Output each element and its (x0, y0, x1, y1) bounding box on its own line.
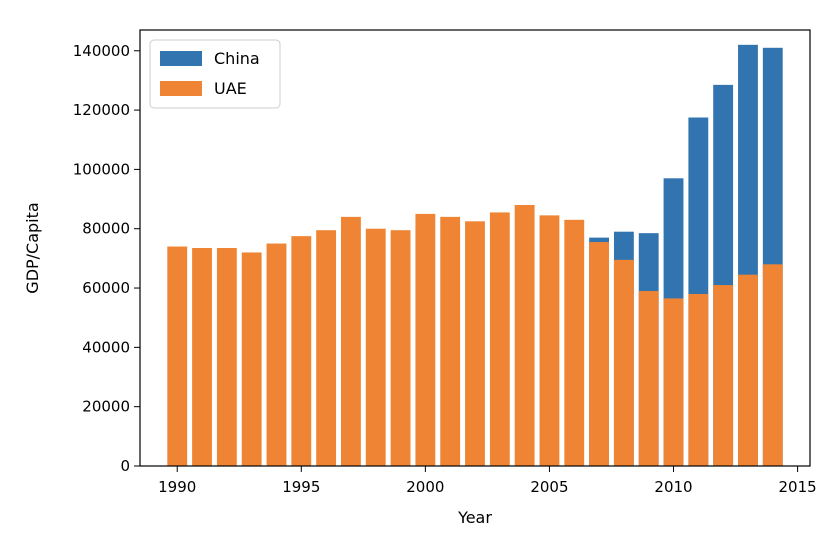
y-tick-label-40000: 40000 (82, 338, 130, 356)
bar-uae-2006 (564, 219, 585, 466)
plot-frame (139, 29, 811, 467)
legend-label-china: China (214, 49, 260, 68)
x-axis: 1990 1995 2000 2005 2010 2015 (158, 466, 817, 496)
bar-uae-1994 (266, 243, 287, 466)
bar-uae-2010 (663, 298, 684, 466)
bar-uae-1996 (316, 230, 337, 466)
y-axis: 0 20000 40000 60000 80000 100000 120000 140000 (73, 42, 140, 475)
legend: China UAE (149, 39, 281, 109)
y-tick-label-140000: 140000 (73, 42, 130, 60)
bar-uae-1997 (341, 216, 361, 466)
bar-uae-2001 (440, 216, 461, 466)
x-tick-label-2000: 2000 (406, 478, 444, 496)
bars-layer (167, 44, 783, 467)
y-axis-label: GDP/Capita (23, 202, 42, 293)
legend-swatch-uae (160, 81, 202, 96)
bar-uae-2004 (514, 204, 535, 467)
bar-uae-2009 (638, 291, 659, 466)
y-tick-label-20000: 20000 (82, 398, 130, 416)
x-tick-label-2010: 2010 (654, 478, 692, 496)
bar-uae-1992 (216, 248, 237, 466)
y-tick-label-120000: 120000 (73, 101, 130, 119)
x-tick-label-1990: 1990 (158, 478, 196, 496)
bar-uae-2014 (762, 264, 783, 466)
x-tick-label-1995: 1995 (282, 478, 320, 496)
y-tick-label-100000: 100000 (73, 160, 130, 178)
bar-uae-1991 (192, 248, 212, 466)
x-axis-label: Year (457, 508, 492, 527)
bar-uae-2002 (465, 221, 485, 466)
bar-uae-2013 (738, 274, 758, 466)
bar-uae-1999 (390, 230, 411, 466)
y-tick-label-80000: 80000 (82, 220, 130, 238)
bar-uae-1990 (167, 246, 188, 466)
x-tick-label-2015: 2015 (778, 478, 816, 496)
bar-uae-1998 (365, 228, 386, 466)
bar-uae-2000 (415, 213, 436, 466)
y-tick-label-60000: 60000 (82, 279, 130, 297)
bar-uae-2011 (688, 293, 709, 466)
bar-uae-2003 (489, 212, 510, 466)
bar-uae-1995 (291, 236, 312, 466)
legend-label-uae: UAE (214, 79, 247, 98)
legend-swatch-china (160, 51, 202, 66)
bar-uae-1993 (241, 252, 262, 466)
bar-uae-2008 (613, 259, 634, 466)
bar-uae-2012 (713, 285, 734, 466)
y-tick-label-0: 0 (120, 457, 130, 475)
bar-uae-2005 (539, 215, 560, 466)
bar-uae-2007 (589, 242, 609, 466)
x-tick-label-2005: 2005 (530, 478, 568, 496)
